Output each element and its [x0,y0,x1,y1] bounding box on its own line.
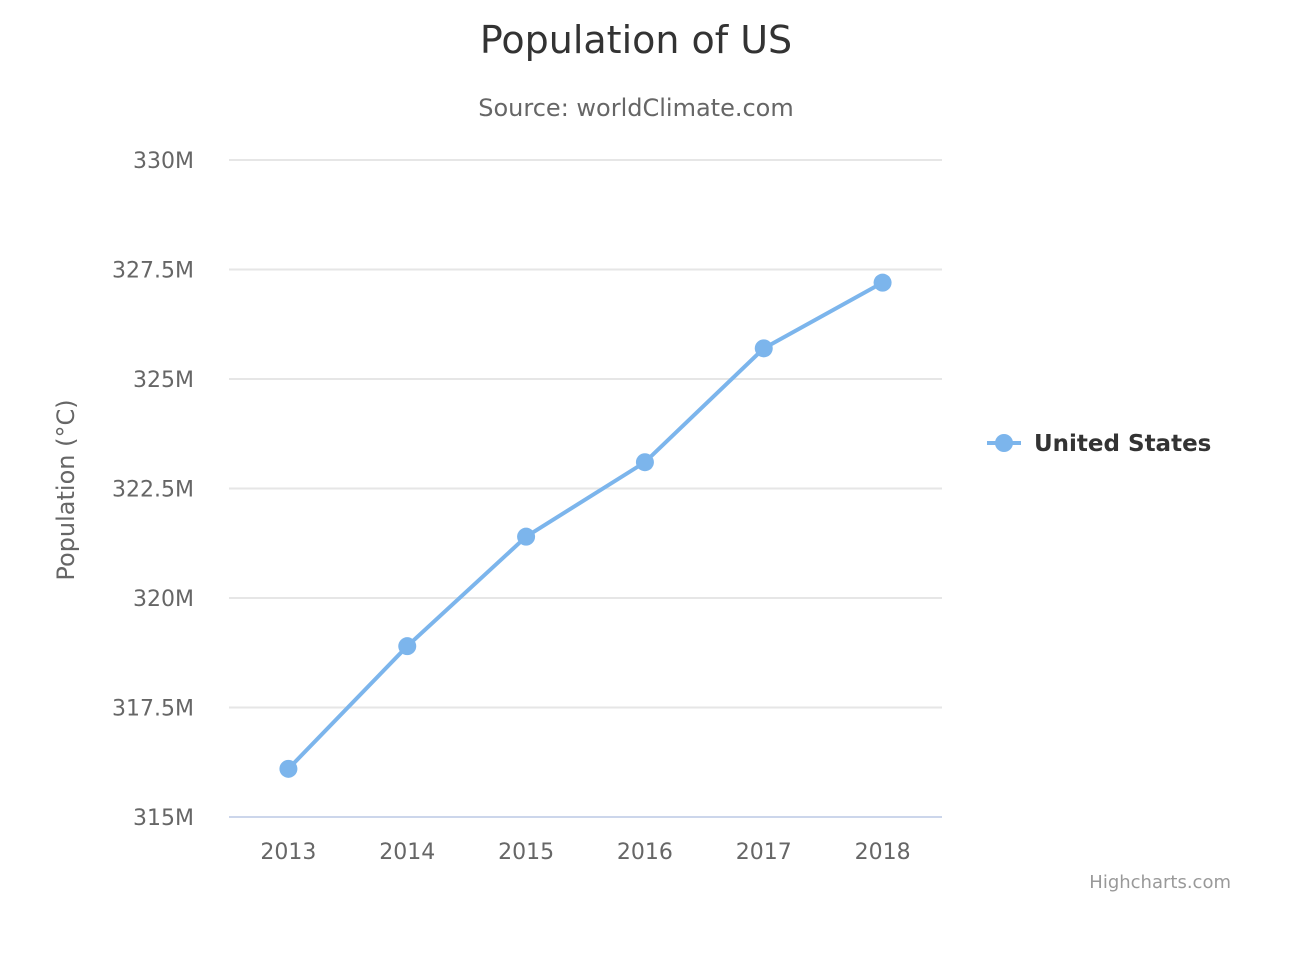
y-tick-label: 317.5M [112,697,194,722]
chart-title: Population of US [480,18,792,62]
y-tick-label: 320M [133,587,194,612]
data-point[interactable] [635,453,654,472]
data-point[interactable] [873,273,892,292]
y-tick-label: 322.5M [112,478,194,503]
data-point[interactable] [517,527,536,546]
series-united-states[interactable] [279,273,892,778]
chart-subtitle: Source: worldClimate.com [478,94,793,122]
credits-link[interactable]: Highcharts.com [1089,872,1231,893]
data-point[interactable] [398,637,417,656]
gridlines [229,159,942,709]
x-tick-label: 2014 [379,840,435,865]
x-tick-label: 2016 [617,840,673,865]
legend-label[interactable]: United States [1034,431,1211,457]
y-tick-label: 327.5M [112,259,194,284]
series-line[interactable] [286,280,885,771]
legend-dot-marker [995,434,1013,452]
legend[interactable]: United States [987,431,1211,457]
y-tick-label: 330M [133,149,194,174]
x-axis-ticks: 2013 2014 2015 2016 2017 2018 [260,840,910,865]
data-point[interactable] [279,759,298,778]
y-tick-label: 315M [133,806,194,831]
y-tick-label: 325M [133,368,194,393]
y-axis-title: Population (°C) [52,399,80,580]
y-axis-ticks: 315M 317.5M 320M 322.5M 325M 327.5M 330M [112,149,194,831]
x-tick-label: 2015 [498,840,554,865]
x-tick-label: 2013 [260,840,316,865]
x-tick-label: 2017 [736,840,792,865]
x-tick-label: 2018 [855,840,911,865]
data-point[interactable] [754,339,773,358]
